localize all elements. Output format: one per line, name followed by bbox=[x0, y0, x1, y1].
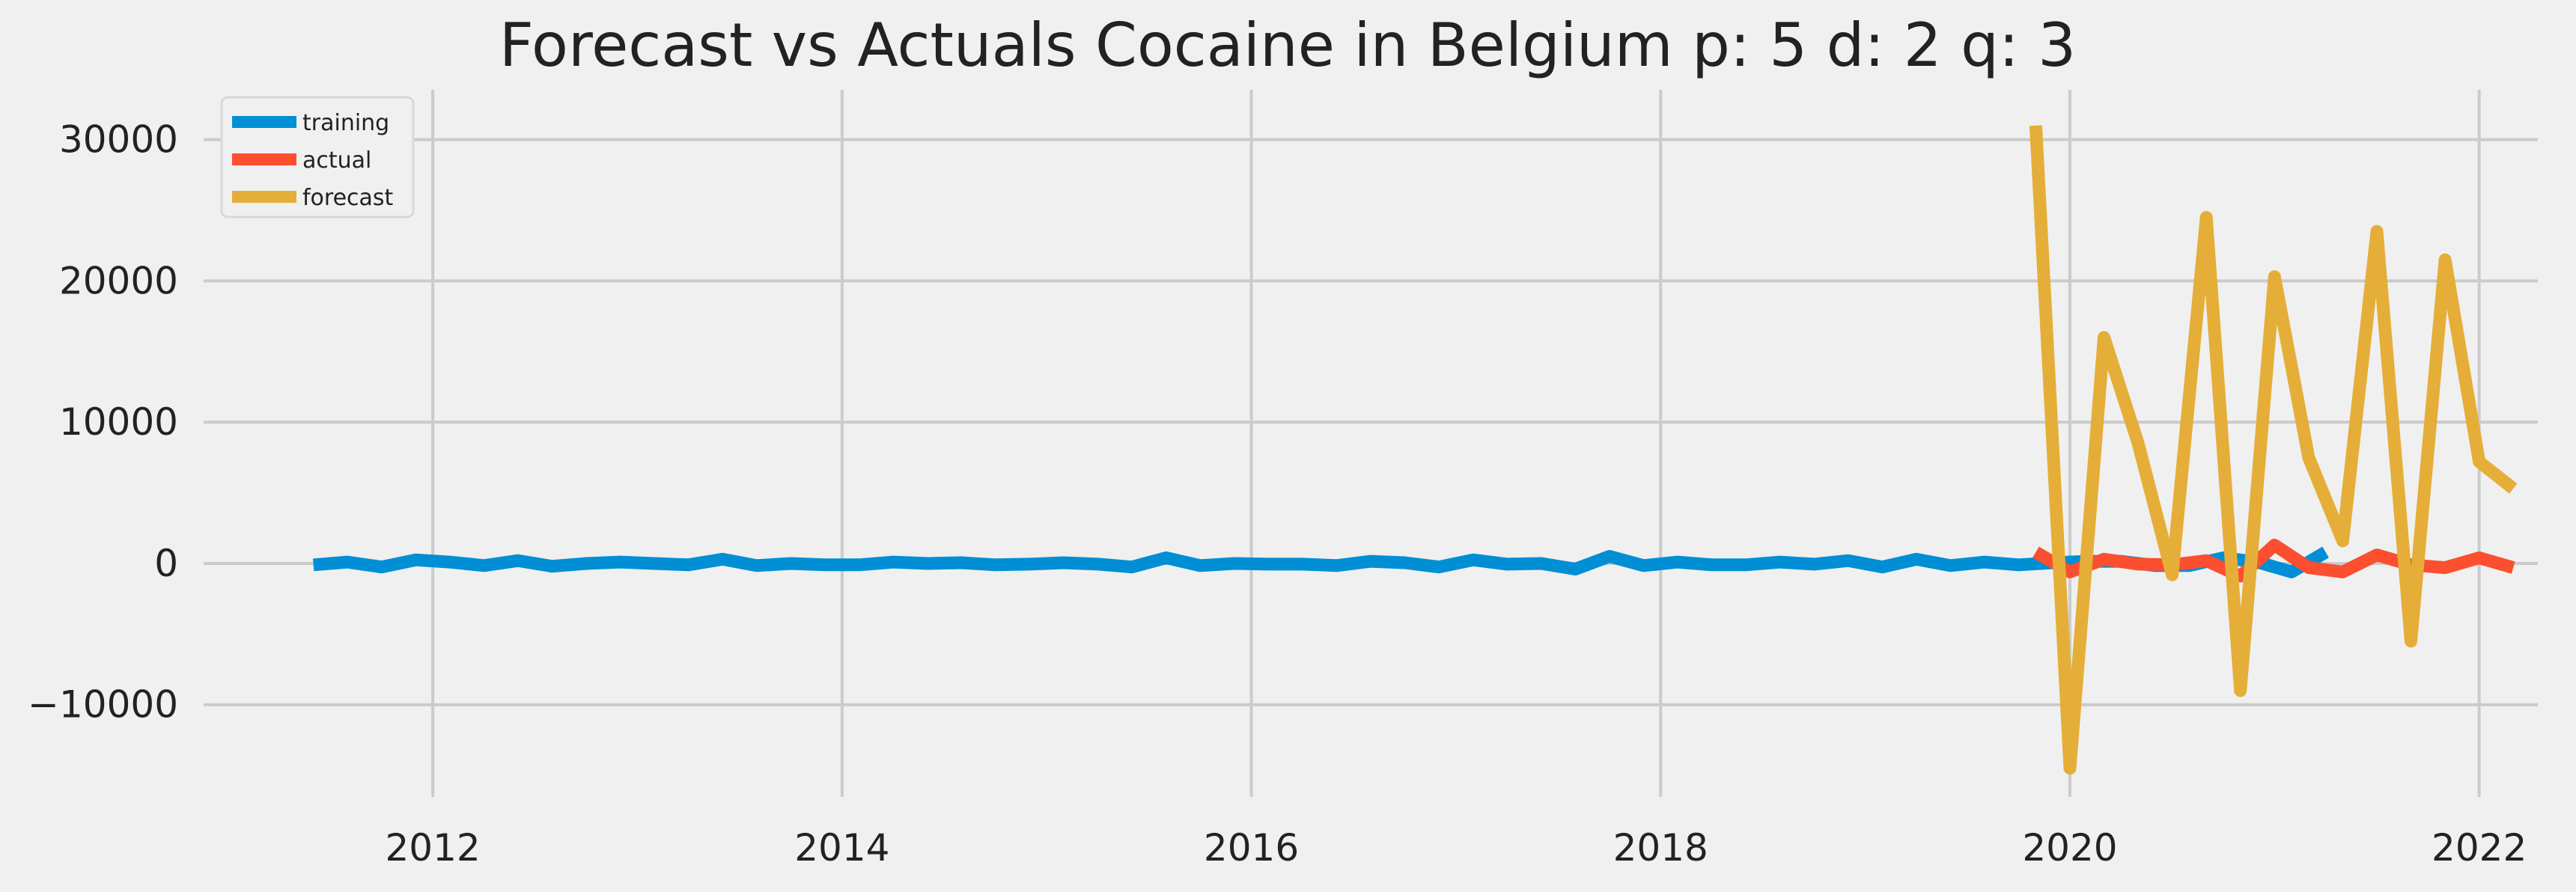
y-tick-label: −10000 bbox=[28, 683, 178, 727]
y-tick-label: 0 bbox=[154, 542, 178, 585]
legend-label-actual: actual bbox=[302, 147, 371, 174]
x-tick-label: 2018 bbox=[1613, 826, 1708, 870]
series-layer bbox=[313, 125, 2518, 775]
chart-title: Forecast vs Actuals Cocaine in Belgium p… bbox=[499, 10, 2076, 80]
x-tick-label: 2014 bbox=[794, 826, 889, 870]
x-tick-label: 2012 bbox=[386, 826, 481, 870]
legend-swatch-forecast bbox=[232, 191, 296, 203]
legend-swatch-training bbox=[232, 116, 296, 128]
y-tick-label: 30000 bbox=[59, 118, 178, 162]
tick-layer: 2012 2014 2016 2018 2020 2022 −10000 0 10000 2000… bbox=[28, 118, 2527, 870]
legend-swatch-actual bbox=[232, 153, 296, 165]
legend: training actual forecast bbox=[220, 96, 415, 219]
x-tick-label: 2016 bbox=[1204, 826, 1299, 870]
x-tick-label: 2020 bbox=[2022, 826, 2117, 870]
series-line-training bbox=[313, 546, 2329, 578]
x-tick-label: 2022 bbox=[2432, 826, 2527, 870]
series-line-forecast bbox=[2029, 125, 2518, 775]
legend-label-forecast: forecast bbox=[302, 185, 394, 211]
y-tick-label: 10000 bbox=[59, 400, 178, 444]
legend-label-training: training bbox=[302, 110, 389, 136]
y-tick-label: 20000 bbox=[59, 259, 178, 302]
series-line-actual bbox=[2033, 538, 2515, 583]
